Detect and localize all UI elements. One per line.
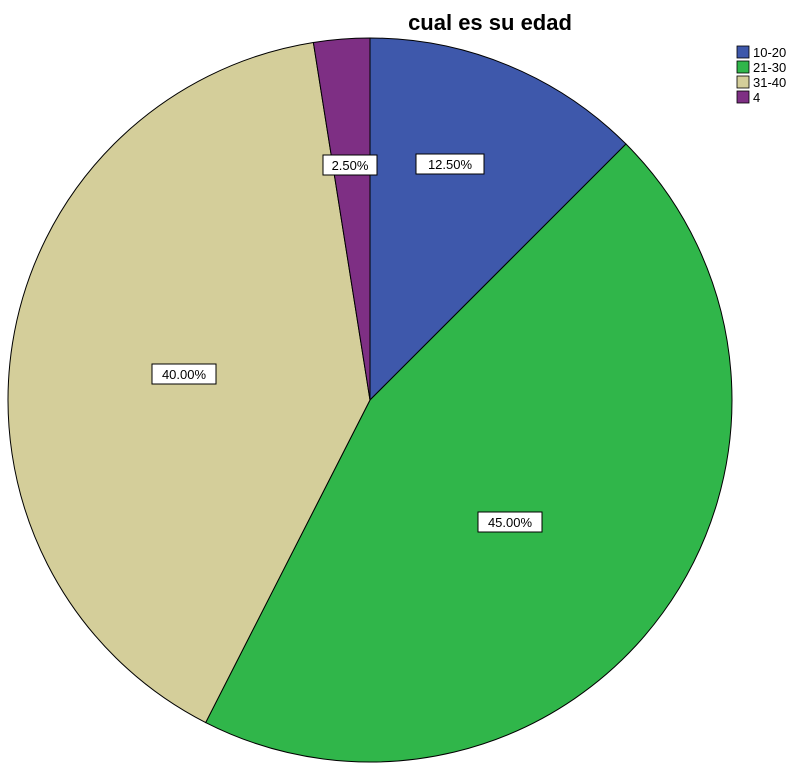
pie-slice-4 [312,37,371,401]
legend-label: 21-30 [753,60,786,75]
legend-item-4: 4 [736,90,760,105]
legend-swatch [736,75,750,89]
data-label-box [477,511,543,533]
legend-label: 10-20 [753,45,786,60]
data-label-4: 2.50% [322,154,378,176]
chart-title: cual es su edad [408,10,572,35]
data-label-text: 45.00% [488,515,533,530]
data-label-box [151,363,217,385]
legend-label: 4 [753,90,760,105]
pie-slice-10-20 [369,37,627,402]
legend-item-31-40: 31-40 [736,75,786,90]
legend-swatch [736,60,750,74]
data-label-10-20: 12.50% [415,153,485,175]
data-label-21-30: 45.00% [477,511,543,533]
data-label-box [322,154,378,176]
legend-label: 31-40 [753,75,786,90]
legend-swatch [736,90,750,104]
data-label-box [415,153,485,175]
legend-item-21-30: 21-30 [736,60,786,75]
slice-data-labels: 12.50% 45.00% 40.00% 2.50% [151,153,543,533]
pie-slices [7,37,733,763]
data-label-text: 40.00% [162,367,207,382]
data-label-text: 2.50% [332,158,369,173]
data-label-text: 12.50% [428,157,473,172]
legend-item-10-20: 10-20 [736,45,786,60]
legend-swatch [736,45,750,59]
data-label-31-40: 40.00% [151,363,217,385]
pie-slice-21-30 [204,143,733,763]
